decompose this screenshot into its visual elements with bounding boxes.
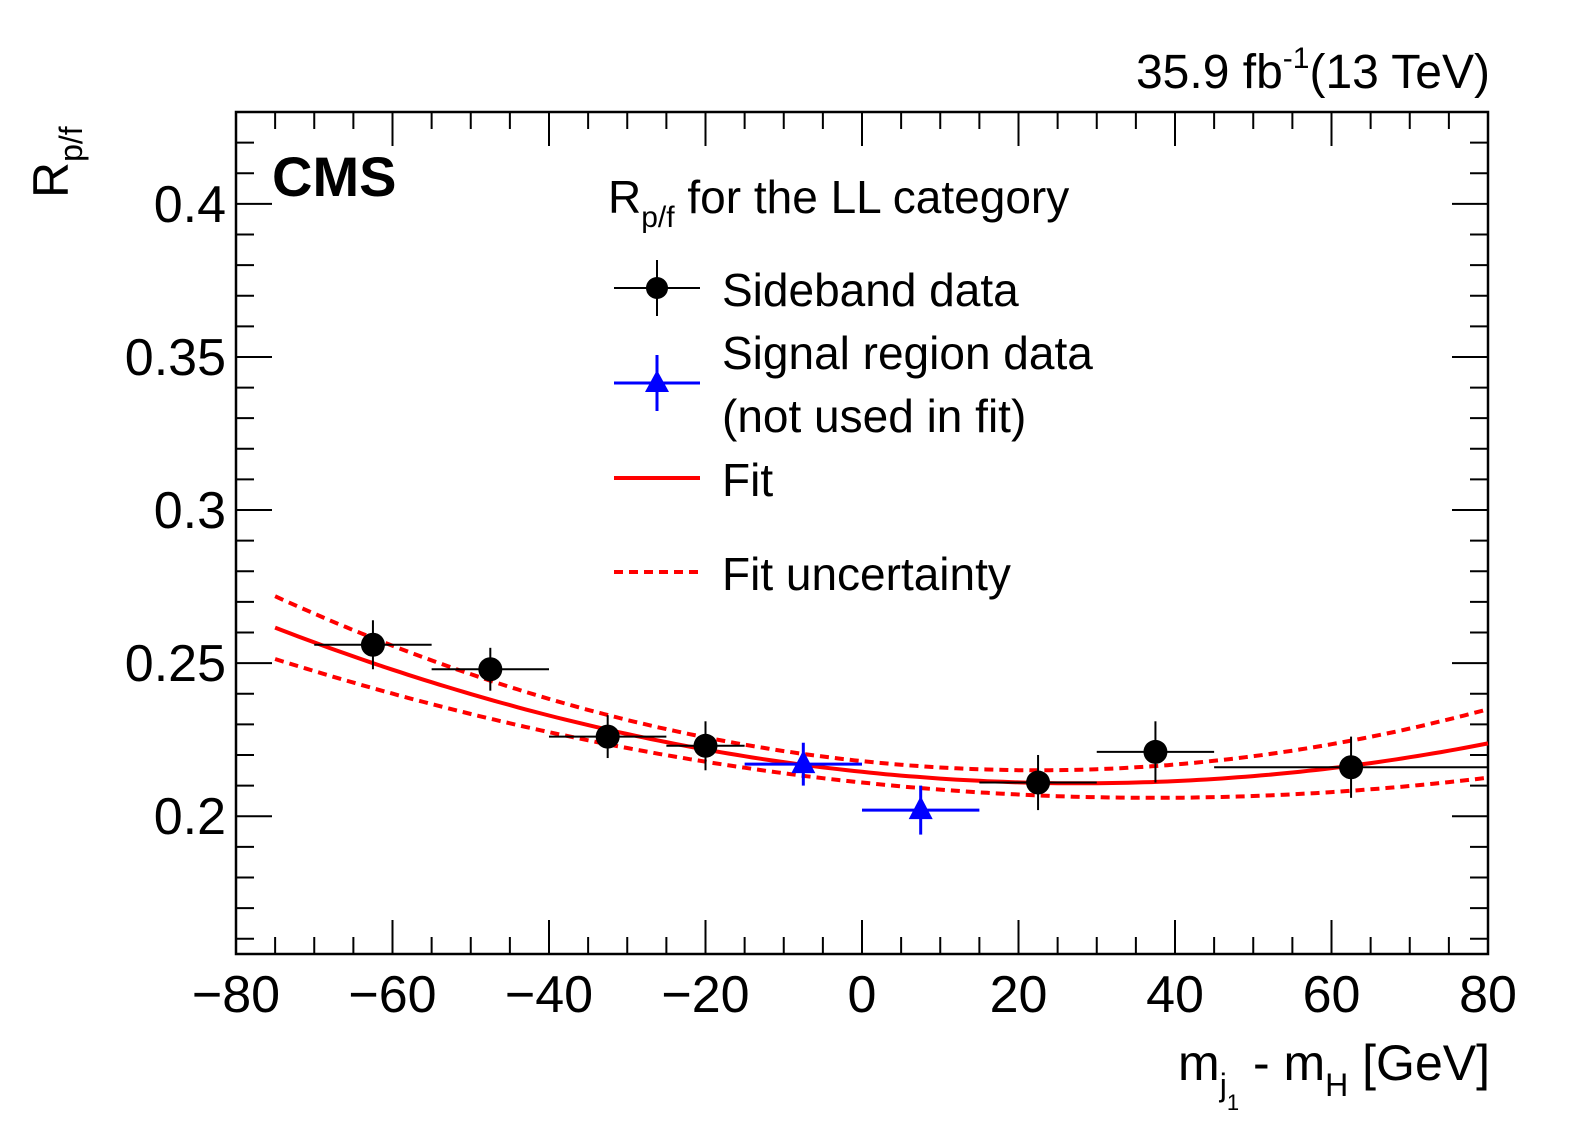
sideband-point [1214,736,1488,798]
y-tick-label: 0.2 [154,788,226,846]
y-tick-label: 0.35 [125,329,226,387]
fit-uncertainty-lower [274,657,1489,800]
x-tick-label: −60 [348,966,436,1024]
y-tick-label: 0.3 [154,482,226,540]
lumi-label: 35.9 fb-1(13 TeV) [1136,42,1490,99]
x-tick-label: 20 [990,966,1048,1024]
cms-label: CMS [272,145,396,208]
x-axis-label: mj1 - mH [GeV] [1178,1035,1490,1115]
svg-text:Rp/f: Rp/f [23,126,89,198]
legend-signal-marker [614,355,700,411]
x-tick-label: 40 [1146,966,1204,1024]
legend: Rp/f for the LL category Sideband data S… [608,171,1093,600]
fit-curves [274,594,1489,800]
legend-fit-label: Fit [722,454,773,506]
x-tick-label: 0 [848,966,877,1024]
sideband-point [314,620,432,670]
signal-point [744,742,862,786]
axis-ticks [235,111,1489,954]
y-tick-label: 0.4 [154,176,226,234]
legend-sideband-label: Sideband data [722,264,1019,316]
x-tick-label: −40 [505,966,593,1024]
legend-sideband-marker [614,260,700,316]
sideband-point [1096,721,1215,783]
y-axis-label: Rp/f [23,126,89,198]
x-tick-label: −20 [661,966,749,1024]
sideband-point [979,754,1097,811]
y-tick-label: 0.25 [125,635,226,693]
tick-labels: −80 −60 −40 −20 0 20 40 60 80 0.2 0.25 0.3 0.35 0.4 [125,176,1517,1024]
sideband-point [666,721,745,771]
fit-curve [274,625,1489,786]
x-tick-label: 80 [1459,966,1517,1024]
signal-point [862,785,980,835]
legend-uncertainty-label: Fit uncertainty [722,548,1011,600]
legend-signal-label-2: (not used in fit) [722,390,1026,442]
plot-frame [234,110,1490,956]
legend-header: Rp/f for the LL category [608,171,1069,234]
x-tick-label: 60 [1303,966,1361,1024]
legend-signal-label-1: Signal region data [722,327,1093,379]
x-tick-label: −80 [192,966,280,1024]
sideband-point [549,715,667,759]
sideband-point [431,647,549,691]
data-points [314,620,1488,835]
fit-uncertainty-upper [274,594,1489,773]
